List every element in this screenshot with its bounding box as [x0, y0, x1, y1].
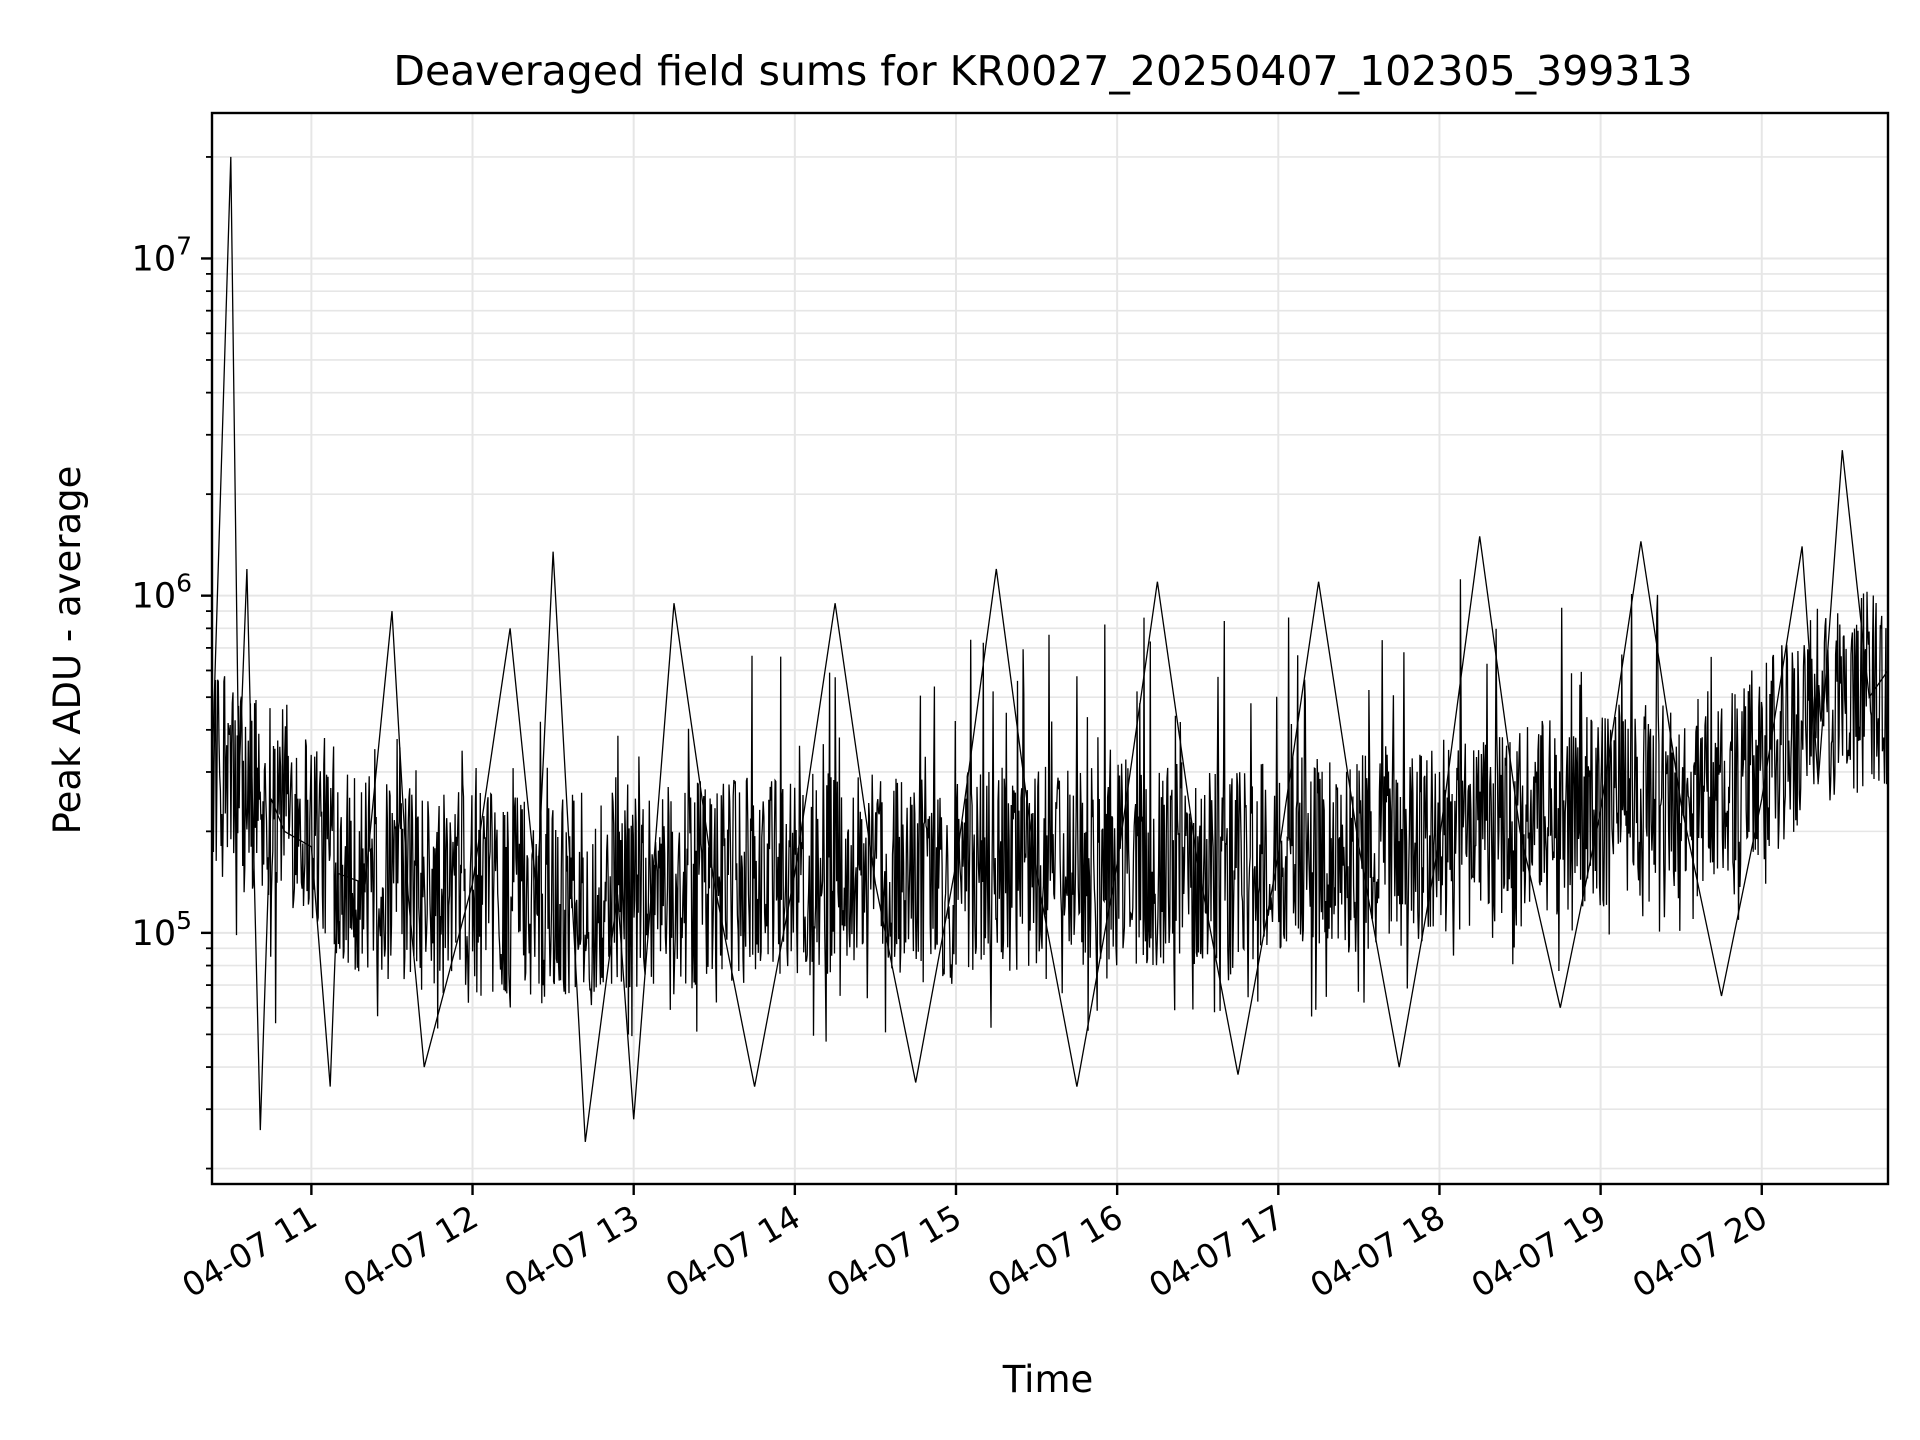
y-axis-label: Peak ADU - average [46, 466, 89, 835]
y-tick-label: 105 [132, 906, 192, 954]
series-trace [211, 579, 1889, 1042]
x-tick-label: 04-07 17 [1142, 1197, 1290, 1305]
x-axis-label: Time [1002, 1358, 1094, 1401]
x-tick-label: 04-07 16 [981, 1197, 1129, 1305]
series-line [211, 156, 1889, 1142]
x-tick-label: 04-07 20 [1626, 1197, 1774, 1305]
x-axis-ticks: 04-07 11 04-07 12 04-07 13 04-07 14 04-07 15… [175, 1184, 1774, 1305]
x-tick-label: 04-07 15 [820, 1197, 968, 1305]
x-tick-label: 04-07 18 [1303, 1197, 1451, 1305]
y-tick-label: 106 [132, 569, 192, 617]
x-tick-label: 04-07 14 [659, 1197, 807, 1305]
x-tick-label: 04-07 12 [337, 1197, 485, 1305]
x-tick-label: 04-07 19 [1465, 1197, 1613, 1305]
series-sampled-points [211, 156, 1889, 1142]
chart-title: Deaveraged field sums for KR0027_2025040… [393, 47, 1692, 95]
y-tick-label: 107 [132, 231, 192, 279]
x-tick-label: 04-07 13 [498, 1197, 646, 1305]
x-tick-label: 04-07 11 [175, 1197, 323, 1305]
y-axis-ticks: 105 106 107 [132, 156, 212, 1170]
grid [212, 113, 1888, 1184]
